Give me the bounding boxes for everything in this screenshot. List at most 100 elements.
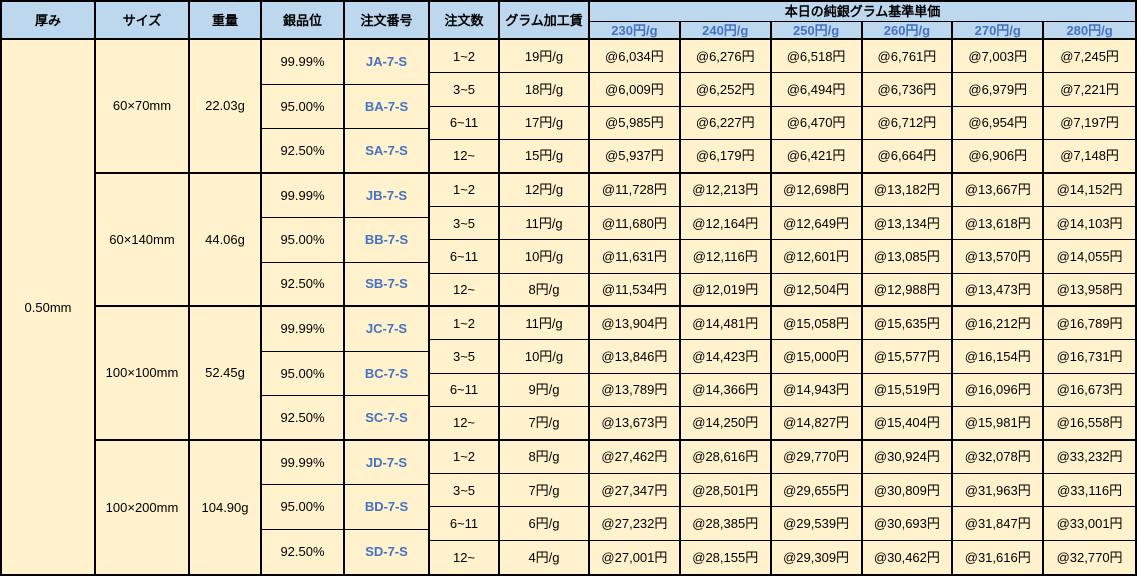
price-cell: @14,152円 bbox=[1044, 173, 1135, 207]
weight-cell: 22.03g bbox=[190, 40, 262, 174]
order-code-link[interactable]: JD-7-S bbox=[345, 440, 430, 485]
purity-cell: 92.50% bbox=[262, 129, 345, 174]
price-cell: @28,385円 bbox=[680, 507, 772, 541]
price-cell: @13,904円 bbox=[590, 307, 681, 341]
price-cell: @13,673円 bbox=[590, 407, 681, 441]
price-cell: @15,404円 bbox=[862, 407, 954, 441]
price-cell: @13,473円 bbox=[953, 273, 1045, 307]
price-cell: @11,680円 bbox=[590, 206, 681, 241]
gram-fee-cell: 11円/g bbox=[500, 206, 590, 241]
gram-fee-cell: 15円/g bbox=[500, 140, 590, 174]
price-cell: @33,232円 bbox=[1044, 440, 1135, 474]
purity-cell: 99.99% bbox=[262, 40, 345, 85]
price-cell: @14,827円 bbox=[771, 407, 863, 441]
price-cell: @29,770円 bbox=[771, 440, 863, 474]
col-header-purity: 銀品位 bbox=[262, 2, 345, 40]
price-cell: @28,501円 bbox=[680, 473, 772, 508]
price-cell: @5,985円 bbox=[590, 106, 681, 141]
purity-cell: 99.99% bbox=[262, 307, 345, 352]
gram-fee-cell: 6円/g bbox=[500, 507, 590, 541]
price-cell: @12,164円 bbox=[680, 206, 772, 241]
order-qty-cell: 1~2 bbox=[430, 307, 500, 341]
price-cell: @27,347円 bbox=[590, 473, 681, 508]
order-code-link[interactable]: BB-7-S bbox=[345, 218, 430, 263]
price-cell: @6,470円 bbox=[771, 106, 863, 141]
gram-fee-cell: 10円/g bbox=[500, 240, 590, 274]
price-cell: @12,019円 bbox=[680, 273, 772, 307]
price-cell: @12,988円 bbox=[862, 273, 954, 307]
price-cell: @6,252円 bbox=[680, 73, 772, 107]
purity-cell: 95.00% bbox=[262, 485, 345, 530]
price-cell: @6,906円 bbox=[953, 140, 1045, 174]
price-cell: @31,616円 bbox=[953, 540, 1045, 574]
col-header-order_qty: 注文数 bbox=[430, 2, 500, 40]
gram-fee-cell: 4円/g bbox=[500, 540, 590, 574]
price-cell: @27,232円 bbox=[590, 507, 681, 541]
order-code-link[interactable]: BC-7-S bbox=[345, 351, 430, 396]
price-col-header: 250円/g bbox=[771, 22, 863, 40]
price-cell: @12,601円 bbox=[771, 240, 863, 274]
purity-cell: 95.00% bbox=[262, 84, 345, 129]
price-cell: @14,423円 bbox=[680, 340, 772, 374]
price-cell: @11,728円 bbox=[590, 173, 681, 207]
gram-fee-cell: 9円/g bbox=[500, 373, 590, 408]
price-cell: @6,179円 bbox=[680, 140, 772, 174]
price-cell: @7,148円 bbox=[1044, 140, 1135, 174]
thickness-cell: 0.50mm bbox=[2, 40, 96, 574]
order-qty-cell: 12~ bbox=[430, 407, 500, 441]
gram-fee-cell: 17円/g bbox=[500, 106, 590, 141]
price-cell: @14,366円 bbox=[680, 373, 772, 408]
price-cell: @12,698円 bbox=[771, 173, 863, 207]
gram-fee-cell: 7円/g bbox=[500, 473, 590, 508]
purity-cell: 92.50% bbox=[262, 396, 345, 441]
order-code-link[interactable]: SC-7-S bbox=[345, 396, 430, 441]
order-code-link[interactable]: BA-7-S bbox=[345, 84, 430, 129]
price-cell: @5,937円 bbox=[590, 140, 681, 174]
gram-fee-cell: 18円/g bbox=[500, 73, 590, 107]
price-cell: @16,096円 bbox=[953, 373, 1045, 408]
price-cell: @13,618円 bbox=[953, 206, 1045, 241]
order-code-link[interactable]: JC-7-S bbox=[345, 307, 430, 352]
size-cell: 60×140mm bbox=[96, 173, 190, 307]
order-code-link[interactable]: SB-7-S bbox=[345, 262, 430, 307]
price-cell: @13,134円 bbox=[862, 206, 954, 241]
price-cell: @15,577円 bbox=[862, 340, 954, 374]
gram-fee-cell: 8円/g bbox=[500, 273, 590, 307]
order-code-link[interactable]: JB-7-S bbox=[345, 173, 430, 218]
price-cell: @6,979円 bbox=[953, 73, 1045, 107]
price-cell: @29,309円 bbox=[771, 540, 863, 574]
size-cell: 100×100mm bbox=[96, 307, 190, 441]
price-group-header: 本日の純銀グラム基準単価 bbox=[590, 2, 1135, 22]
order-code-link[interactable]: SA-7-S bbox=[345, 129, 430, 174]
order-qty-cell: 1~2 bbox=[430, 440, 500, 474]
price-cell: @13,846円 bbox=[590, 340, 681, 374]
price-cell: @6,518円 bbox=[771, 40, 863, 74]
price-col-header: 240円/g bbox=[680, 22, 772, 40]
order-code-link[interactable]: JA-7-S bbox=[345, 40, 430, 85]
price-cell: @15,981円 bbox=[953, 407, 1045, 441]
order-code-link[interactable]: SD-7-S bbox=[345, 529, 430, 574]
order-qty-cell: 3~5 bbox=[430, 473, 500, 508]
gram-fee-cell: 7円/g bbox=[500, 407, 590, 441]
price-cell: @6,276円 bbox=[680, 40, 772, 74]
price-cell: @30,693円 bbox=[862, 507, 954, 541]
price-cell: @14,481円 bbox=[680, 307, 772, 341]
gram-fee-cell: 11円/g bbox=[500, 307, 590, 341]
col-header-weight: 重量 bbox=[190, 2, 262, 40]
price-cell: @12,116円 bbox=[680, 240, 772, 274]
order-code-link[interactable]: BD-7-S bbox=[345, 485, 430, 530]
price-cell: @15,000円 bbox=[771, 340, 863, 374]
price-cell: @7,245円 bbox=[1044, 40, 1135, 74]
price-cell: @11,534円 bbox=[590, 273, 681, 307]
price-col-header: 230円/g bbox=[590, 22, 681, 40]
order-qty-cell: 1~2 bbox=[430, 40, 500, 74]
price-cell: @6,712円 bbox=[862, 106, 954, 141]
purity-cell: 95.00% bbox=[262, 351, 345, 396]
price-cell: @31,963円 bbox=[953, 473, 1045, 508]
price-cell: @13,570円 bbox=[953, 240, 1045, 274]
order-qty-cell: 12~ bbox=[430, 140, 500, 174]
price-cell: @6,009円 bbox=[590, 73, 681, 107]
price-cell: @14,943円 bbox=[771, 373, 863, 408]
price-cell: @6,494円 bbox=[771, 73, 863, 107]
